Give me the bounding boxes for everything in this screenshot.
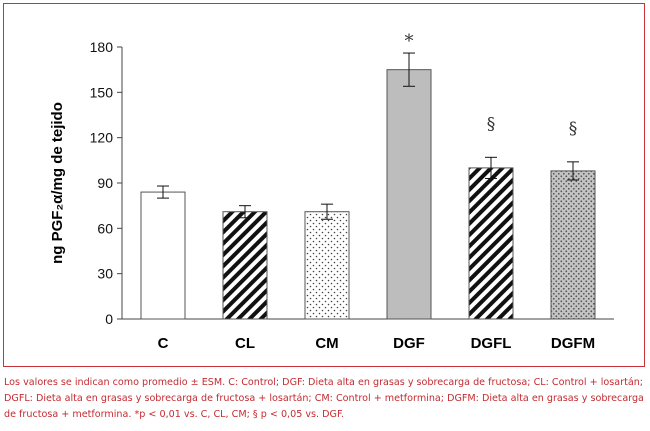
bar-chart: 0 30 60 90 120 150 180 * § § C CL CM DGF DGFL DGFM ng… [49, 31, 614, 352]
bar-c [140, 191, 186, 320]
y-tick-label: 120 [90, 130, 114, 146]
x-tick-label: CM [315, 335, 338, 352]
x-tick-label: DGF [393, 335, 425, 352]
significance-marker: * [405, 31, 414, 52]
figure-frame [3, 3, 645, 367]
y-tick-label: 90 [97, 175, 113, 191]
y-tick-label: 60 [97, 220, 113, 236]
x-tick-label: DGFM [551, 335, 595, 352]
bar-dgf [386, 69, 432, 320]
bar-cm [304, 211, 350, 320]
y-tick-label: 0 [105, 311, 113, 327]
figure-caption: Los valores se indican como promedio ± E… [4, 377, 644, 420]
x-tick-label: C [158, 335, 169, 352]
x-tick-label: DGFL [471, 335, 512, 352]
x-tick-label: CL [235, 335, 255, 352]
y-tick-label: 30 [97, 266, 113, 282]
significance-marker: § [487, 114, 496, 134]
bar-dgfm [550, 170, 596, 320]
bar-dgfl [468, 167, 514, 320]
significance-marker: § [569, 119, 578, 139]
y-tick-label: 180 [90, 39, 114, 55]
y-axis-label: ng PGF₂α/mg de tejido [49, 102, 66, 264]
bar-cl [222, 211, 268, 320]
y-tick-label: 150 [90, 84, 114, 100]
